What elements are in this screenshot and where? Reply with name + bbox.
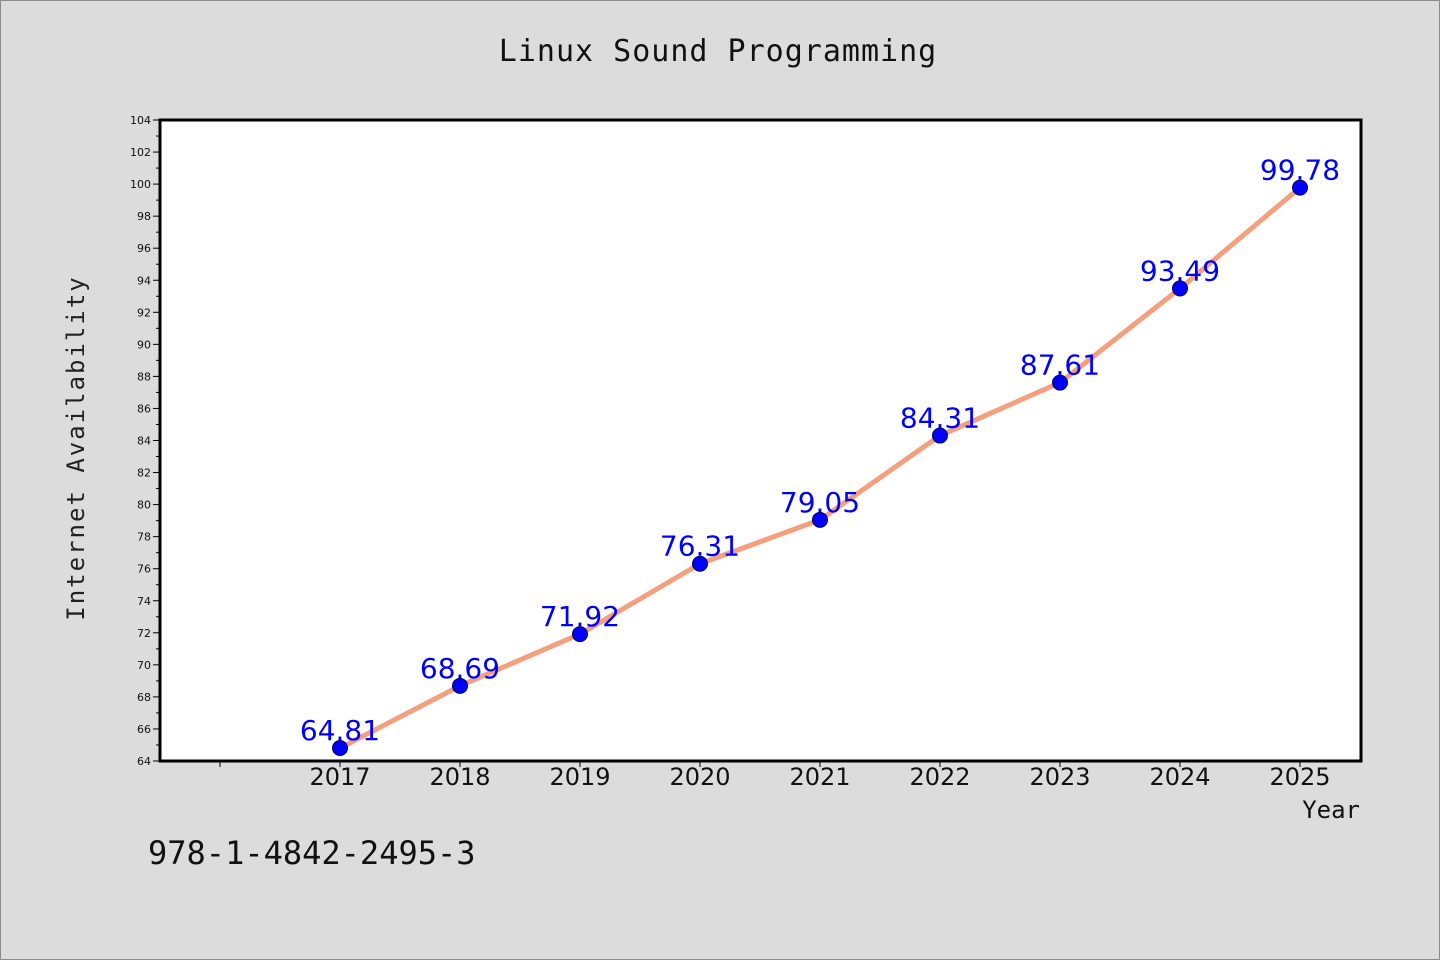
y-tick-label: 90 xyxy=(137,338,151,351)
y-axis-label: Internet Availability xyxy=(62,275,90,621)
data-label: 87.61 xyxy=(1020,349,1100,382)
data-point xyxy=(332,740,348,757)
x-tick-label: 2021 xyxy=(789,763,850,791)
y-tick-label: 96 xyxy=(137,242,151,255)
data-label: 68.69 xyxy=(420,652,500,685)
data-point xyxy=(692,555,708,572)
y-tick-label: 64 xyxy=(137,755,151,768)
y-axis-ticks: 64 66 68 70 72 74 76 78 80 82 84 86 88 90 92 94 96 98 100 1… xyxy=(130,114,160,768)
y-tick-label: 74 xyxy=(137,595,151,608)
data-point xyxy=(1172,280,1188,297)
y-tick-label: 70 xyxy=(137,659,151,672)
x-tick-label: 2023 xyxy=(1029,763,1090,791)
data-label: 64.81 xyxy=(300,714,380,747)
data-label: 79.05 xyxy=(780,486,860,519)
data-label: 84.31 xyxy=(900,402,980,435)
data-label: 93.49 xyxy=(1140,254,1220,287)
x-tick-label: 2022 xyxy=(909,763,970,791)
y-tick-label: 80 xyxy=(137,499,151,512)
isbn-code: 978-1-4842-2495-3 xyxy=(148,834,476,872)
x-tick-label: 2020 xyxy=(669,763,730,791)
y-tick-label: 82 xyxy=(137,467,151,480)
data-point xyxy=(812,511,828,528)
x-tick-label: 2018 xyxy=(429,763,490,791)
x-tick-label: 2025 xyxy=(1269,763,1330,791)
chart-title: Linux Sound Programming xyxy=(498,34,938,69)
data-label: 99.78 xyxy=(1260,154,1340,187)
y-tick-label: 92 xyxy=(137,306,151,319)
y-tick-label: 94 xyxy=(137,274,151,287)
data-series: 64.81 68.69 71.92 76.31 79.05 84.31 87.61 93.49… xyxy=(300,154,1340,757)
y-tick-label: 98 xyxy=(137,210,151,223)
x-tick-label: 2024 xyxy=(1149,763,1210,791)
y-tick-label: 84 xyxy=(137,435,151,448)
data-label: 71.92 xyxy=(540,600,620,633)
y-tick-label: 78 xyxy=(137,531,151,544)
y-tick-label: 86 xyxy=(137,402,151,415)
x-axis-ticks: 2017 2018 2019 2020 2021 2022 2023 2024 2025 xyxy=(219,761,1331,791)
y-tick-label: 76 xyxy=(137,563,151,576)
y-tick-label: 72 xyxy=(137,627,151,640)
x-axis-label: Year xyxy=(1302,796,1360,824)
plot-area xyxy=(158,118,1363,763)
y-tick-label: 68 xyxy=(137,691,151,704)
y-tick-label: 100 xyxy=(130,178,151,191)
data-point xyxy=(932,427,948,444)
data-point xyxy=(1292,179,1308,196)
data-point xyxy=(572,626,588,643)
y-tick-label: 102 xyxy=(130,146,151,159)
x-tick-label: 2017 xyxy=(309,763,370,791)
x-tick-label: 2019 xyxy=(549,763,610,791)
data-point xyxy=(452,677,468,694)
y-tick-label: 104 xyxy=(130,114,151,127)
data-label: 76.31 xyxy=(660,530,740,563)
y-tick-label: 66 xyxy=(137,723,151,736)
y-tick-label: 88 xyxy=(137,370,151,383)
data-point xyxy=(1052,374,1068,391)
